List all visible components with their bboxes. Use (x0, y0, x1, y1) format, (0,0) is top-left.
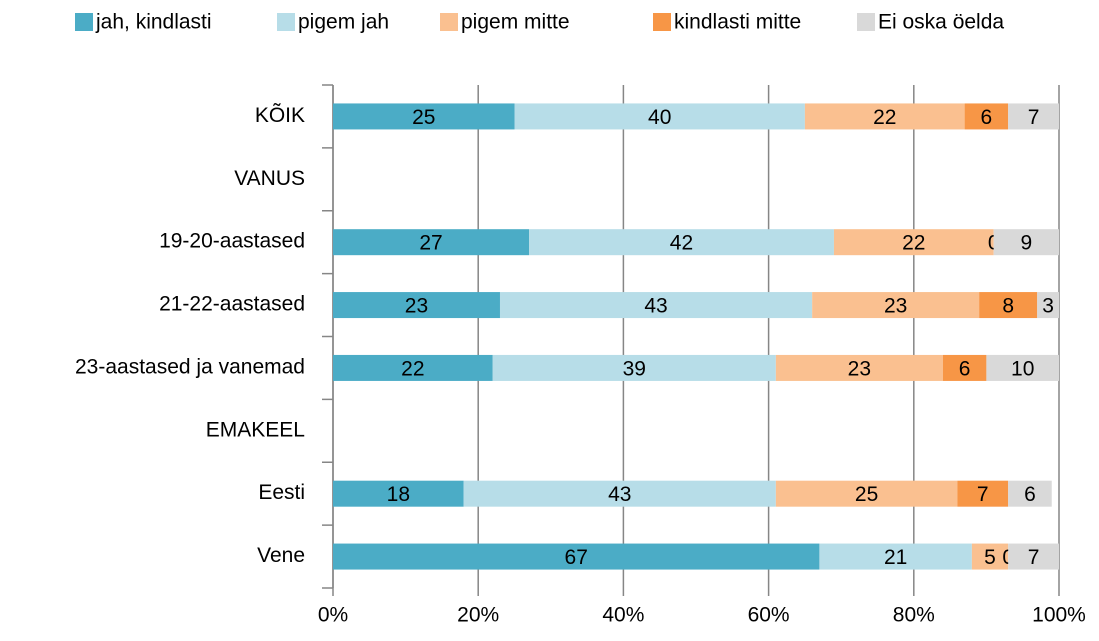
data-label: 7 (977, 483, 989, 506)
bar-segment (333, 103, 515, 130)
data-label: 3 (1042, 295, 1054, 318)
data-label: 10 (1011, 357, 1034, 380)
bar-segment (1008, 480, 1052, 507)
bar-segment (514, 103, 805, 130)
x-tick-label: 100% (1032, 604, 1086, 627)
data-label: 43 (644, 295, 667, 318)
x-tick-label: 60% (748, 604, 790, 627)
bar-segment (775, 354, 943, 381)
bar-segment (499, 292, 813, 319)
data-label: 5 (984, 546, 996, 569)
bar-segment (333, 292, 500, 319)
bar-segment (979, 292, 1038, 319)
data-label: 43 (608, 483, 631, 506)
data-label: 23 (405, 295, 428, 318)
bar-segment (333, 354, 493, 381)
y-tick-label: Vene (257, 544, 305, 567)
x-tick-label: 20% (457, 604, 499, 627)
data-label: 6 (1024, 483, 1036, 506)
data-label: 25 (855, 483, 878, 506)
bar-segment (1037, 292, 1059, 319)
data-label: 27 (419, 232, 442, 255)
data-label: 21 (884, 546, 907, 569)
data-label: 22 (401, 357, 424, 380)
y-tick-label: VANUS (234, 167, 305, 190)
data-label: 7 (1028, 106, 1040, 129)
data-label: 67 (565, 546, 588, 569)
data-label: 23 (848, 357, 871, 380)
bar-segment (775, 480, 958, 507)
data-label: 18 (387, 483, 410, 506)
bar-segment (333, 229, 530, 256)
data-label: 9 (1020, 232, 1032, 255)
bar-segment (1008, 543, 1059, 570)
data-label: 6 (981, 106, 993, 129)
data-label: 8 (1002, 295, 1014, 318)
bar-segment (957, 480, 1009, 507)
y-tick-label: 23-aastased ja vanemad (75, 355, 305, 378)
bar-segment (971, 543, 1009, 570)
data-label: 22 (902, 232, 925, 255)
legend-label: kindlasti mitte (674, 11, 801, 34)
legend-label: Ei oska öelda (878, 11, 1004, 34)
legend-swatch (277, 13, 295, 31)
y-tick-label: Eesti (258, 481, 305, 504)
data-label: 39 (623, 357, 646, 380)
bar-segment (812, 292, 980, 319)
y-tick-label: 19-20-aastased (159, 230, 305, 253)
data-label: 23 (884, 295, 907, 318)
bar-segment (492, 354, 776, 381)
y-tick-label: 21-22-aastased (159, 293, 305, 316)
data-label: 42 (670, 232, 693, 255)
legend-swatch (75, 13, 93, 31)
legend-swatch (653, 13, 671, 31)
bar-segment (804, 103, 965, 130)
bar-segment (333, 543, 820, 570)
bar-segment (993, 229, 1059, 256)
x-tick-label: 40% (602, 604, 644, 627)
data-label: 7 (1028, 546, 1040, 569)
bar-segment (333, 480, 464, 507)
legend-swatch (440, 13, 458, 31)
data-label: 22 (873, 106, 896, 129)
bar-segment (819, 543, 972, 570)
y-tick-label: EMAKEEL (206, 418, 305, 441)
legend-swatch (857, 13, 875, 31)
data-label: 25 (412, 106, 435, 129)
legend-label: pigem mitte (461, 11, 570, 34)
bar-segment (964, 103, 1009, 130)
bar-segment (463, 480, 776, 507)
data-label: 6 (959, 357, 971, 380)
bar-segment (942, 354, 987, 381)
data-label: 40 (648, 106, 671, 129)
bar-segment (986, 354, 1059, 381)
legend-label: pigem jah (298, 11, 389, 34)
bar-segment (1008, 103, 1059, 130)
bar-segment (529, 229, 834, 256)
legend-label: jah, kindlasti (95, 11, 212, 34)
x-tick-label: 0% (318, 604, 348, 627)
bar-segment (833, 229, 994, 256)
x-tick-label: 80% (893, 604, 935, 627)
y-tick-label: KÕIK (255, 103, 305, 127)
